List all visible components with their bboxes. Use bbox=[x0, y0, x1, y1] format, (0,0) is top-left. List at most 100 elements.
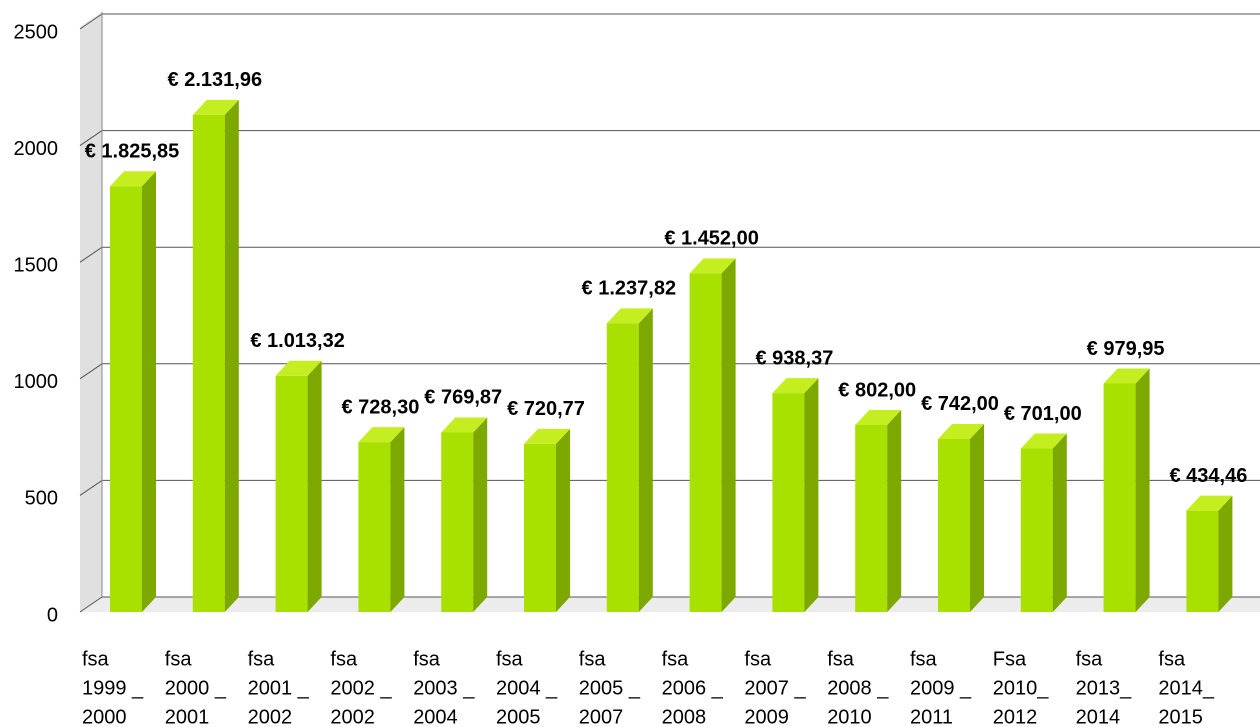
bar-side bbox=[1135, 368, 1150, 612]
bar-side bbox=[224, 99, 239, 613]
x-tick-label: fsa bbox=[1158, 648, 1186, 670]
bar bbox=[192, 99, 239, 613]
x-tick-label: 2006 _ bbox=[662, 677, 724, 699]
bar-side bbox=[804, 378, 819, 612]
grid-line-side bbox=[79, 130, 103, 147]
x-tick-label: Fsa bbox=[993, 648, 1027, 670]
x-tick-label: 2008 bbox=[662, 706, 707, 727]
y-tick-label: 2500 bbox=[14, 21, 59, 43]
bar-top bbox=[689, 258, 736, 274]
side-wall bbox=[80, 12, 102, 612]
x-tick-label: 2003 _ bbox=[413, 677, 475, 699]
bar bbox=[689, 258, 736, 612]
x-tick-label: 2009 bbox=[744, 706, 789, 727]
bar bbox=[110, 171, 156, 612]
bar-top bbox=[1103, 368, 1150, 384]
y-tick-label: 0 bbox=[47, 604, 58, 626]
bar-front bbox=[689, 273, 722, 612]
bar-front bbox=[192, 114, 225, 612]
bar-top bbox=[358, 427, 405, 443]
bar-top bbox=[606, 308, 653, 324]
floor bbox=[80, 597, 1260, 612]
bar-top bbox=[110, 171, 156, 187]
bar-top bbox=[855, 409, 902, 425]
x-tick-label: 2001 bbox=[165, 706, 210, 727]
grid-line-side bbox=[79, 479, 103, 496]
bar bbox=[1020, 433, 1067, 612]
x-tick-label: 2013_ bbox=[1076, 677, 1132, 699]
bar-front bbox=[1020, 448, 1053, 612]
bar-side bbox=[638, 308, 653, 612]
y-tick-label: 500 bbox=[25, 488, 58, 510]
bar-side bbox=[721, 258, 736, 612]
bar-front bbox=[772, 393, 805, 612]
bar bbox=[1103, 368, 1150, 612]
x-tick-label: 2012 bbox=[993, 706, 1038, 727]
bar-front bbox=[524, 443, 556, 612]
bar-side bbox=[970, 423, 984, 612]
value-label: € 728,30 bbox=[341, 396, 419, 418]
x-tick-label: 2015 bbox=[1158, 706, 1203, 727]
x-tick-label: 2005 _ bbox=[579, 677, 641, 699]
y-tick-label: 1000 bbox=[14, 371, 59, 393]
x-tick-label: fsa bbox=[496, 648, 524, 670]
bar-top bbox=[524, 428, 570, 444]
bar-front bbox=[1186, 510, 1219, 612]
value-label: € 742,00 bbox=[921, 393, 999, 415]
y-tick-label: 2000 bbox=[14, 138, 59, 160]
bar-side bbox=[556, 428, 570, 612]
value-label: € 1.013,32 bbox=[250, 330, 345, 352]
x-tick-label: fsa bbox=[662, 648, 690, 670]
x-tick-label: 2001 _ bbox=[248, 677, 310, 699]
x-tick-label: 2014_ bbox=[1158, 677, 1214, 699]
bar bbox=[772, 378, 819, 612]
x-tick-label: fsa bbox=[910, 648, 938, 670]
bar bbox=[441, 417, 488, 612]
x-tick-label: 2014 bbox=[1076, 706, 1121, 727]
x-tick-label: 2004 _ bbox=[496, 677, 558, 699]
bar-top bbox=[938, 423, 984, 439]
x-tick-label: 2005 bbox=[496, 706, 541, 727]
bar-side bbox=[142, 171, 156, 612]
x-tick-label: fsa bbox=[413, 648, 441, 670]
value-label: € 979,95 bbox=[1087, 338, 1165, 360]
grid-line-side bbox=[79, 596, 103, 613]
bar bbox=[606, 308, 653, 612]
bar-front bbox=[441, 432, 474, 612]
bar-front bbox=[606, 323, 639, 612]
bar-side bbox=[887, 409, 902, 612]
value-label: € 802,00 bbox=[838, 379, 916, 401]
x-tick-label: fsa bbox=[248, 648, 276, 670]
bar-side bbox=[390, 427, 405, 612]
value-label: € 701,00 bbox=[1004, 403, 1082, 425]
bar bbox=[358, 427, 405, 612]
x-tick-label: 1999 _ bbox=[82, 677, 144, 699]
bar-side bbox=[307, 360, 322, 612]
bar-front bbox=[110, 186, 142, 612]
bar-side bbox=[1218, 495, 1233, 612]
x-tick-label: fsa bbox=[330, 648, 358, 670]
x-tick-label: 2011 bbox=[910, 706, 953, 727]
bar bbox=[938, 423, 984, 612]
x-tick-label: 2008 _ bbox=[827, 677, 889, 699]
bar bbox=[1186, 495, 1233, 612]
bar-top bbox=[441, 417, 488, 433]
x-tick-label: 2002 _ bbox=[330, 677, 392, 699]
x-tick-label: fsa bbox=[82, 648, 110, 670]
bar bbox=[275, 360, 322, 612]
x-tick-label: 2000 _ bbox=[165, 677, 227, 699]
bar-front bbox=[275, 375, 308, 612]
x-tick-label: fsa bbox=[827, 648, 855, 670]
bar-side bbox=[473, 417, 488, 612]
value-label: € 938,37 bbox=[755, 347, 833, 369]
bar-top bbox=[772, 378, 819, 394]
bar-front bbox=[358, 442, 391, 612]
x-tick-label: 2002 bbox=[330, 706, 375, 727]
x-tick-label: fsa bbox=[165, 648, 193, 670]
bar-side bbox=[1052, 433, 1067, 612]
value-label: € 1.237,82 bbox=[582, 278, 677, 300]
value-label: € 1.825,85 bbox=[85, 140, 180, 162]
bar-top bbox=[192, 99, 239, 115]
grid-line-side bbox=[79, 363, 103, 380]
